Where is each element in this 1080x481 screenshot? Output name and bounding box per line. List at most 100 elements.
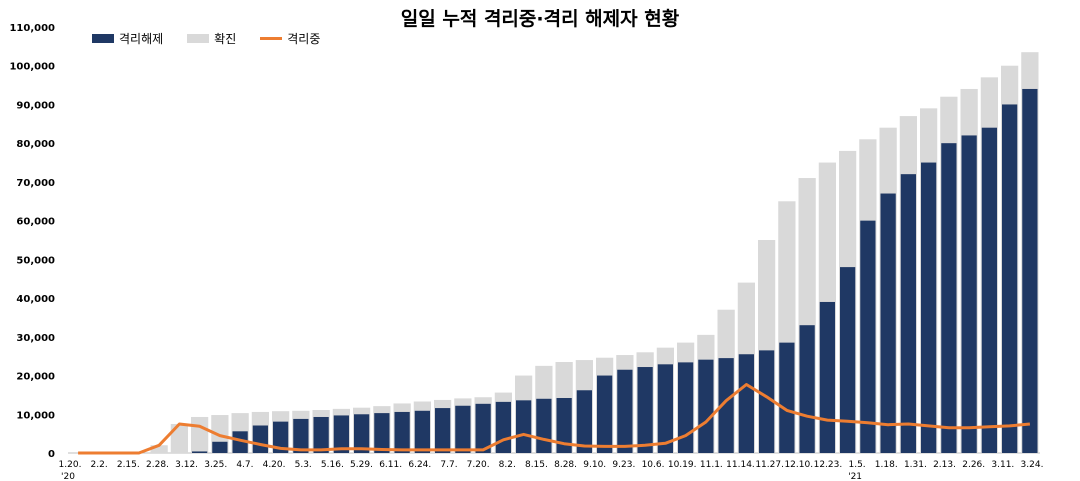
- bar-released: [455, 405, 471, 453]
- bar-released: [678, 362, 694, 453]
- bar-released: [759, 350, 775, 453]
- x-tick-label: 11.27.: [755, 460, 784, 470]
- bar-released: [617, 369, 633, 453]
- bar-released: [293, 418, 309, 453]
- bar-released: [880, 193, 896, 453]
- x-tick-label: 12.10.: [784, 460, 813, 470]
- bar-released: [1022, 88, 1038, 454]
- x-tick-label: 1.31.: [904, 460, 927, 470]
- legend-label-confirmed: 확진: [214, 32, 237, 46]
- x-tick-label: 4.20.: [263, 460, 286, 470]
- bar-released: [900, 174, 916, 453]
- bar-released: [819, 301, 835, 453]
- legend-swatch-isolated: [260, 37, 283, 40]
- bar-released: [738, 354, 754, 453]
- bar-released: [657, 364, 673, 453]
- y-tick-label: 60,000: [16, 217, 55, 228]
- x-tick-label: 8.2.: [499, 460, 516, 470]
- legend-swatch-released: [92, 34, 114, 43]
- x-tick-label: 3.24.: [1021, 460, 1044, 470]
- y-tick-label: 40,000: [16, 294, 55, 305]
- legend-item-confirmed: 확진: [187, 30, 236, 47]
- x-tick-label: 9.10.: [583, 460, 606, 470]
- bar-confirmed: [170, 423, 188, 453]
- bar-released: [516, 400, 532, 453]
- bar-released: [313, 416, 329, 453]
- bar-released: [1002, 104, 1018, 454]
- x-tick-label: 7.7.: [440, 460, 457, 470]
- x-tick-label: 9.23.: [612, 460, 635, 470]
- bar-released: [941, 143, 957, 453]
- x-tick-label: 6.11.: [379, 460, 402, 470]
- x-tick-label: 3.12.: [175, 460, 198, 470]
- bar-released: [435, 408, 451, 453]
- y-tick-label: 0: [48, 449, 55, 460]
- bar-released: [799, 325, 815, 453]
- bar-released: [475, 403, 491, 453]
- year-label: '21: [848, 472, 862, 481]
- y-tick-label: 50,000: [16, 255, 55, 266]
- legend: 격리해제 확진 격리중: [92, 30, 344, 47]
- bar-released: [333, 415, 349, 453]
- bar-released: [637, 367, 653, 453]
- x-tick-label: 12.23.: [814, 460, 843, 470]
- x-tick-label: 2.26.: [962, 460, 985, 470]
- y-tick-label: 90,000: [16, 100, 55, 111]
- bar-released: [840, 267, 856, 453]
- chart-title: 일일 누적 격리중·격리 해제자 현황: [400, 8, 680, 30]
- bar-released: [354, 414, 370, 453]
- x-tick-label: 11.14.: [726, 460, 755, 470]
- bar-released: [394, 411, 410, 453]
- x-tick-label: 6.24.: [408, 460, 431, 470]
- legend-label-released: 격리해제: [119, 32, 164, 46]
- y-tick-label: 10,000: [16, 410, 55, 421]
- x-tick-label: 3.11.: [991, 460, 1014, 470]
- x-tick-label: 2.13.: [933, 460, 956, 470]
- bar-released: [576, 390, 592, 453]
- x-tick-label: 4.7.: [236, 460, 253, 470]
- x-tick-label: 10.6.: [642, 460, 665, 470]
- bar-released: [961, 135, 977, 453]
- bar-released: [273, 421, 289, 453]
- y-tick-label: 100,000: [9, 62, 55, 73]
- bar-released: [981, 127, 997, 453]
- bar-released: [495, 401, 511, 453]
- y-tick-label: 80,000: [16, 139, 55, 150]
- x-tick-label: 1.18.: [875, 460, 898, 470]
- bar-released: [212, 441, 228, 453]
- bar-released: [192, 451, 208, 453]
- x-tick-label: 8.15.: [525, 460, 548, 470]
- x-tick-label: 2.2.: [91, 460, 108, 470]
- x-tick-label: 5.16.: [321, 460, 344, 470]
- bar-released: [556, 398, 572, 453]
- y-tick-label: 110,000: [9, 23, 55, 34]
- x-tick-label: 11.1.: [700, 460, 723, 470]
- x-tick-label: 1.5.: [848, 460, 865, 470]
- x-tick-label: 8.28.: [554, 460, 577, 470]
- legend-item-released: 격리해제: [92, 30, 163, 47]
- line-isolated: [78, 383, 1031, 455]
- x-tick-label: 2.28.: [146, 460, 169, 470]
- legend-label-isolated: 격리중: [287, 32, 321, 46]
- bar-released: [252, 425, 268, 453]
- x-tick-label: 2.15.: [117, 460, 140, 470]
- x-tick-label: 3.25.: [204, 460, 227, 470]
- bar-released: [597, 375, 613, 453]
- y-tick-label: 20,000: [16, 372, 55, 383]
- y-tick-label: 30,000: [16, 333, 55, 344]
- bar-released: [718, 358, 734, 453]
- year-label: '20: [61, 472, 75, 481]
- bar-released: [921, 162, 937, 453]
- bar-released: [779, 342, 795, 453]
- y-tick-label: 70,000: [16, 178, 55, 189]
- x-tick-label: 1.20.: [59, 460, 82, 470]
- legend-item-isolated: 격리중: [260, 30, 320, 47]
- bar-released: [232, 431, 248, 453]
- x-tick-label: 7.20.: [467, 460, 490, 470]
- bar-released: [860, 220, 876, 453]
- x-tick-label: 5.29.: [350, 460, 373, 470]
- bar-released: [698, 359, 714, 453]
- x-tick-label: 10.19.: [668, 460, 697, 470]
